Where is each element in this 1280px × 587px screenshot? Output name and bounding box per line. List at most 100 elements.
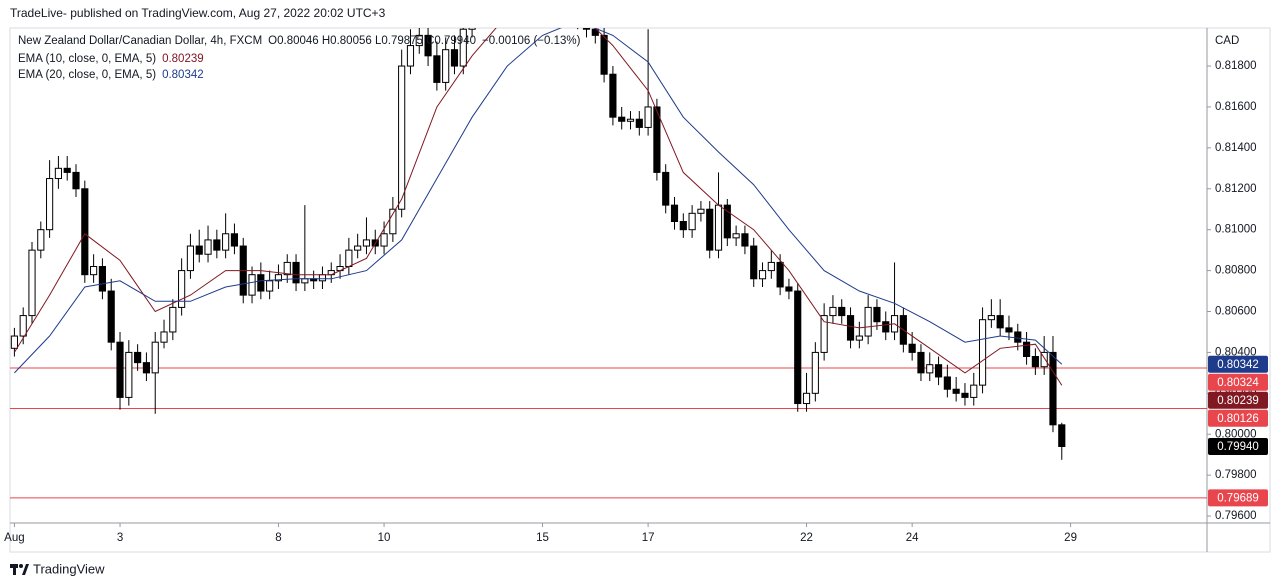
candle-body <box>970 384 978 398</box>
candle-body <box>934 364 943 378</box>
candle-body <box>855 335 863 341</box>
price-label: 0.80126 <box>1217 413 1259 425</box>
y-tick-label: 0.81600 <box>1215 101 1257 113</box>
y-tick-label: 0.81800 <box>1215 60 1257 72</box>
candle-body <box>838 306 846 317</box>
candle-body <box>750 245 758 280</box>
x-tick-label: 24 <box>906 532 919 544</box>
candle-body <box>943 376 951 390</box>
candle-body <box>257 274 265 292</box>
y-tick-label: 0.81200 <box>1215 183 1257 195</box>
candle-body <box>160 331 168 343</box>
candle-body <box>283 261 291 276</box>
x-tick-label: 3 <box>117 532 123 544</box>
x-tick-label: 17 <box>642 532 655 544</box>
y-tick-label: 0.80800 <box>1215 265 1257 277</box>
candle-body <box>406 45 415 67</box>
x-tick-label: Aug <box>4 532 24 544</box>
x-tick-label: 22 <box>800 532 813 544</box>
candle-body <box>1031 356 1039 368</box>
legend-value: 0.80239 <box>162 53 204 65</box>
candle-body <box>697 208 705 214</box>
y-tick-label: 0.79800 <box>1215 469 1257 481</box>
candle-body <box>662 171 670 206</box>
candle-body <box>802 392 811 405</box>
candle-body <box>274 274 283 282</box>
candle-body <box>134 351 142 364</box>
candle-body <box>10 335 18 349</box>
candle-body <box>345 249 353 268</box>
candle-body <box>635 118 643 128</box>
candle-body <box>318 274 327 282</box>
candle-body <box>829 306 837 317</box>
candle-body <box>37 229 45 251</box>
ema-line <box>13 28 1063 386</box>
candle-body <box>767 261 775 272</box>
price-label: 0.79940 <box>1217 441 1259 453</box>
candle-body <box>582 28 591 30</box>
price-label-box <box>1208 391 1268 409</box>
price-label-box <box>1208 373 1268 391</box>
candle-body <box>230 233 239 247</box>
candle-body <box>424 34 432 57</box>
candle-body <box>846 315 855 341</box>
y-tick-label: 0.80400 <box>1215 346 1257 358</box>
x-tick-label: 15 <box>536 532 549 544</box>
price-label: 0.80342 <box>1217 359 1259 371</box>
currency: CAD <box>1215 35 1239 47</box>
plot <box>10 28 1207 499</box>
candle-body <box>653 106 661 173</box>
y-tick-label: 0.79600 <box>1215 510 1257 522</box>
price-label-box <box>1208 489 1268 507</box>
candle-body <box>28 249 36 317</box>
candle-body <box>72 171 80 190</box>
candle-body <box>600 34 608 75</box>
candle-body <box>794 290 802 405</box>
candle-body <box>354 245 362 251</box>
candle-body <box>90 266 98 276</box>
candle-body <box>1014 331 1022 343</box>
candle-body <box>714 204 723 251</box>
candle-body <box>820 315 828 353</box>
candle-body <box>195 245 203 255</box>
candle-body <box>415 34 423 47</box>
candle-body <box>952 388 960 394</box>
candle-body <box>1005 327 1013 333</box>
candle-body <box>785 286 793 292</box>
price-label-box <box>1208 438 1268 455</box>
candle-body <box>1049 351 1057 426</box>
candle-body <box>723 204 731 239</box>
candle-body <box>688 212 696 231</box>
candle-body <box>54 167 62 180</box>
frame <box>9 27 1271 553</box>
candle-body <box>450 49 459 67</box>
y-tick-label: 0.80000 <box>1215 428 1257 440</box>
legend-name: EMA (10, close, 0, EMA, 5) <box>18 53 156 65</box>
candle-body <box>961 392 969 398</box>
header: TradeLive- published on TradingView.com,… <box>10 6 386 20</box>
candle-body <box>811 351 819 394</box>
y-tick-label: 0.80600 <box>1215 306 1257 318</box>
symbol: New Zealand Dollar/Canadian Dollar, 4h, … <box>18 35 262 47</box>
candle-body <box>706 208 714 251</box>
candle-body <box>292 261 300 284</box>
candle-body <box>882 321 890 333</box>
candle-body <box>618 116 626 122</box>
x-tick-label: 8 <box>275 532 281 544</box>
candle-body <box>398 65 406 210</box>
candle-body <box>1022 341 1031 358</box>
ema-line <box>14 28 1063 374</box>
candle-body <box>591 28 599 36</box>
y-tick-label: 0.81000 <box>1215 224 1257 236</box>
candle-body <box>609 73 617 118</box>
candle-body <box>151 341 159 374</box>
candle-body <box>63 167 71 173</box>
candle-body <box>926 364 934 374</box>
candle-body <box>679 221 687 231</box>
candle-body <box>626 118 635 122</box>
change: −0.00106 (−0.13%) <box>482 35 581 47</box>
price-label: 0.80239 <box>1217 395 1259 407</box>
candle-body <box>178 270 186 308</box>
candle-body <box>46 178 54 231</box>
candle-body <box>266 280 274 292</box>
